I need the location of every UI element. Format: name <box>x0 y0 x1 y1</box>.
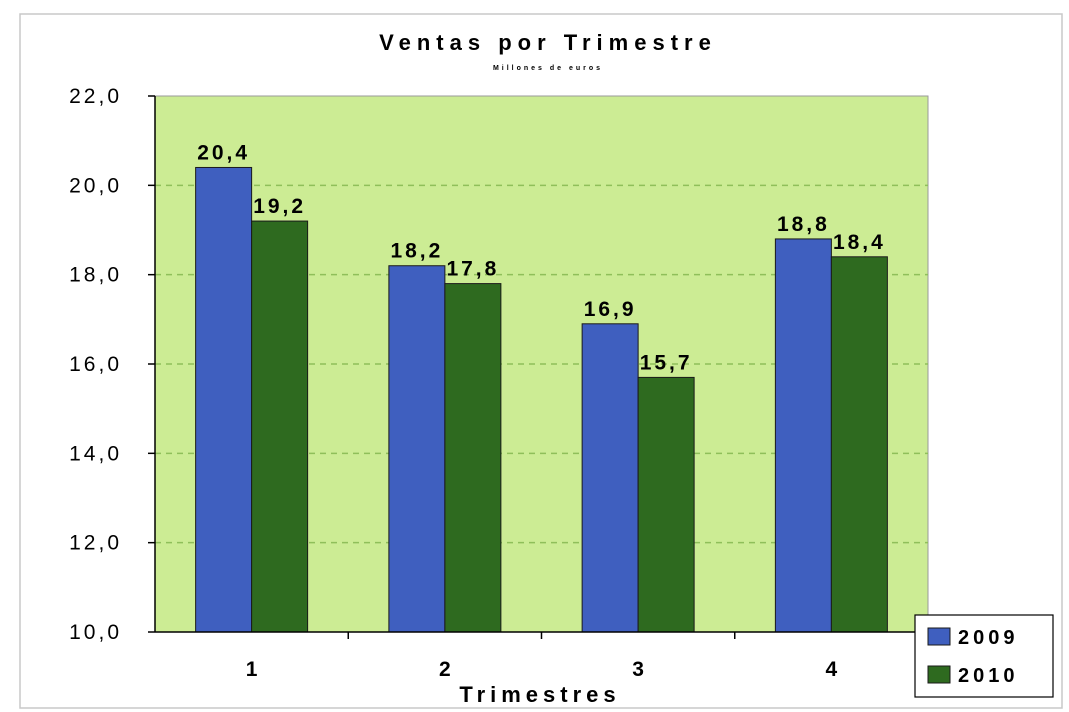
bar <box>251 220 309 633</box>
y-tick-label: 14,0 <box>69 442 122 465</box>
y-tick-label: 22,0 <box>69 85 122 108</box>
data-labels: 20,4 19,2 18,217,8 16,9 15,7 18,818,4 <box>197 141 886 374</box>
bar <box>581 323 639 633</box>
x-tick-label: 4 <box>826 658 838 681</box>
bar <box>830 256 888 633</box>
y-axis-ticks: 10,0 12,0 14,0 16,0 18,0 20,0 22,0 <box>69 85 155 644</box>
chart-title: Ventas por Trimestre <box>379 30 717 55</box>
data-label: 15,7 <box>640 351 693 374</box>
x-tick-label: 2 <box>439 658 451 681</box>
bar <box>195 166 253 633</box>
legend-label: 2010 <box>958 665 1019 687</box>
legend-swatch <box>927 627 951 646</box>
y-tick-label: 12,0 <box>69 532 122 555</box>
legend: 2009 2010 <box>914 614 1054 698</box>
y-tick-label: 20,0 <box>69 174 122 197</box>
gridlines <box>155 184 928 544</box>
data-label: 20,4 <box>197 141 250 164</box>
y-tick-label: 16,0 <box>69 353 122 376</box>
bars <box>195 166 888 633</box>
y-tick-label: 18,0 <box>69 264 122 287</box>
bar <box>444 283 502 633</box>
data-label: 18,4 <box>833 231 886 254</box>
data-label: 16,9 <box>584 298 637 321</box>
legend-label: 2009 <box>958 627 1019 649</box>
x-tick-label: 1 <box>246 658 258 681</box>
x-axis-label: Trimestres <box>459 682 620 707</box>
data-label: 18,2 <box>390 240 443 263</box>
data-label: 17,8 <box>446 258 499 281</box>
legend-swatch <box>927 665 951 684</box>
bar <box>637 376 695 633</box>
chart-subtitle: Millones de euros <box>493 65 603 72</box>
data-label: 18,8 <box>777 213 830 236</box>
y-tick-label: 10,0 <box>69 621 122 644</box>
x-tick-label: 3 <box>632 658 644 681</box>
bar <box>388 265 446 633</box>
data-label: 19,2 <box>253 195 306 218</box>
bar <box>774 238 832 633</box>
x-axis-ticks: 1 2 3 4 <box>246 632 838 681</box>
